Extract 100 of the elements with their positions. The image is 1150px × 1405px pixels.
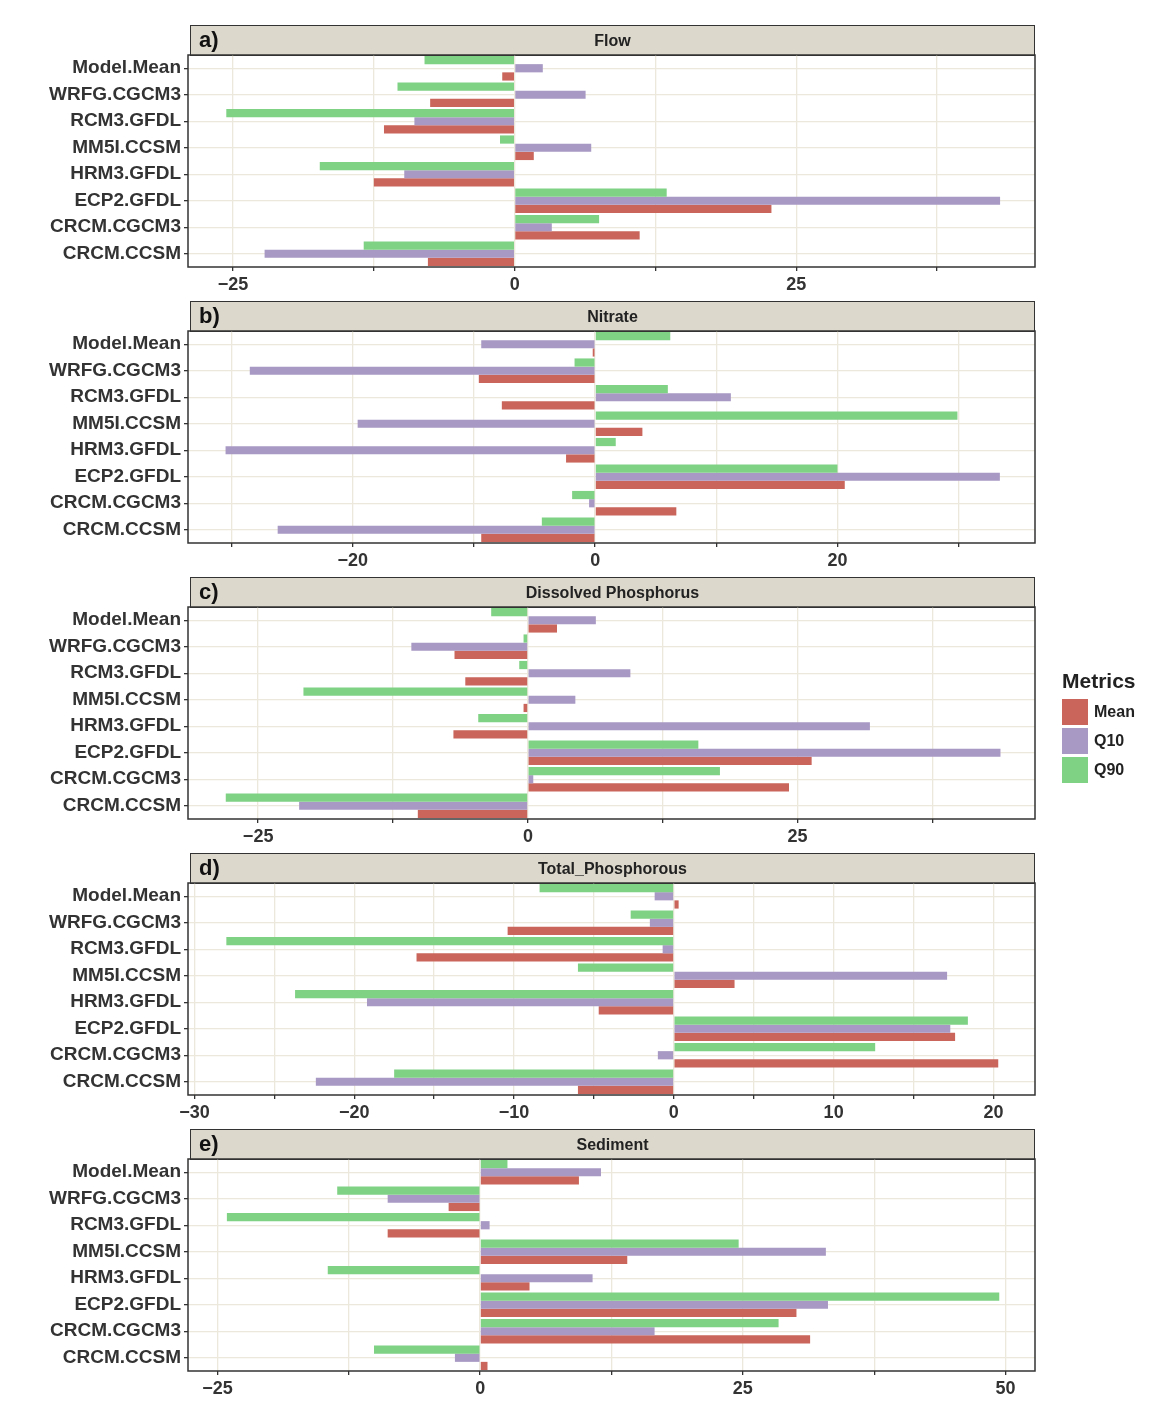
bar [657, 1051, 674, 1060]
y-tick-label: HRM3.GFDL [70, 990, 182, 1012]
bar [502, 72, 514, 81]
legend-label: Q10 [1094, 731, 1125, 750]
bar [424, 55, 514, 65]
bar [414, 117, 514, 126]
bar [480, 1327, 655, 1336]
bar [515, 143, 592, 152]
y-tick-label: ECP2.GFDL [74, 740, 182, 762]
bar [480, 1308, 797, 1318]
y-tick-label: CRCM.CGCM3 [50, 215, 181, 237]
y-tick-label: RCM3.GFDL [70, 385, 182, 407]
x-tick-label: 0 [475, 1377, 486, 1398]
y-tick-label: WRFG.CGCM3 [49, 910, 181, 932]
bar [478, 374, 595, 384]
bar [674, 971, 948, 980]
bar [674, 1042, 876, 1052]
bar [404, 170, 514, 179]
x-tick-label: −20 [338, 1101, 370, 1122]
x-tick-label: 0 [590, 549, 601, 570]
y-tick-label: CRCM.CGCM3 [50, 767, 181, 789]
bar [491, 607, 528, 617]
bar [577, 963, 674, 972]
bar [264, 249, 514, 258]
bar [515, 204, 772, 214]
bar [528, 740, 699, 749]
chart-title: Total_Phosphorous [537, 860, 688, 877]
bar [499, 135, 514, 144]
bar [574, 358, 595, 367]
bar [366, 998, 674, 1007]
y-tick-label: Model.Mean [72, 56, 181, 78]
bar [519, 660, 528, 670]
y-tick-label: Model.Mean [72, 332, 181, 354]
chart-title: Flow [594, 32, 631, 49]
bar [595, 480, 845, 490]
bar [417, 809, 528, 819]
bar [480, 1335, 811, 1344]
y-tick-label: MM5I.CCSM [72, 411, 181, 433]
y-tick-label: WRFG.CGCM3 [49, 634, 181, 656]
bar [595, 437, 616, 447]
y-tick-label: Model.Mean [72, 608, 181, 630]
text: d) [199, 855, 220, 881]
y-tick-label: MM5I.CCSM [72, 1239, 181, 1261]
bar [515, 231, 640, 240]
y-tick-label: ECP2.GFDL [74, 1016, 182, 1038]
x-tick-label: 0 [509, 273, 520, 294]
bar [507, 926, 674, 936]
bar [448, 1202, 480, 1212]
bar [541, 517, 595, 526]
bar [528, 756, 812, 766]
bar [465, 677, 528, 686]
bar [373, 178, 514, 187]
bar [319, 161, 514, 171]
y-tick-label: HRM3.GFDL [70, 162, 182, 184]
bar [630, 910, 674, 919]
bar [478, 713, 528, 723]
y-tick-label: CRCM.CCSM [62, 1069, 181, 1091]
bar [337, 1186, 480, 1195]
bar [515, 188, 667, 197]
bar [411, 642, 528, 651]
bar [480, 1221, 490, 1230]
chart-title: Sediment [576, 1136, 649, 1153]
bar [674, 1016, 968, 1025]
bar [528, 748, 1001, 757]
y-tick-label: Model.Mean [72, 1160, 181, 1182]
bar [528, 616, 596, 625]
x-tick-label: 10 [823, 1101, 844, 1122]
bar [295, 989, 674, 999]
bar [481, 533, 595, 543]
bar [539, 883, 674, 893]
y-tick-label: RCM3.GFDL [70, 1213, 182, 1235]
bar [480, 1255, 628, 1265]
bar [394, 1069, 674, 1078]
x-tick-label: 0 [522, 825, 533, 846]
y-tick-label: ECP2.GFDL [74, 464, 182, 486]
bar [515, 223, 552, 232]
bar [226, 1212, 480, 1222]
y-tick-label: MM5I.CCSM [72, 135, 181, 157]
bar [397, 82, 514, 91]
x-tick-label: 20 [827, 549, 848, 570]
bar [528, 783, 789, 792]
bar [515, 64, 543, 73]
bar [315, 1077, 674, 1086]
bar [589, 499, 595, 508]
bar [480, 1176, 579, 1185]
bar [480, 1292, 1000, 1301]
bar [595, 331, 671, 341]
y-tick-label: WRFG.CGCM3 [49, 1186, 181, 1208]
y-tick-label: CRCM.CCSM [62, 1345, 181, 1367]
bar [674, 900, 679, 909]
y-tick-label: CRCM.CCSM [62, 793, 181, 815]
y-tick-label: RCM3.GFDL [70, 109, 182, 131]
bar [595, 411, 958, 420]
bar [674, 1032, 956, 1042]
bar [528, 669, 631, 678]
bar [595, 427, 643, 437]
bar [480, 1247, 826, 1256]
text: a) [199, 27, 219, 53]
bar [226, 936, 674, 946]
bar [595, 472, 1000, 481]
